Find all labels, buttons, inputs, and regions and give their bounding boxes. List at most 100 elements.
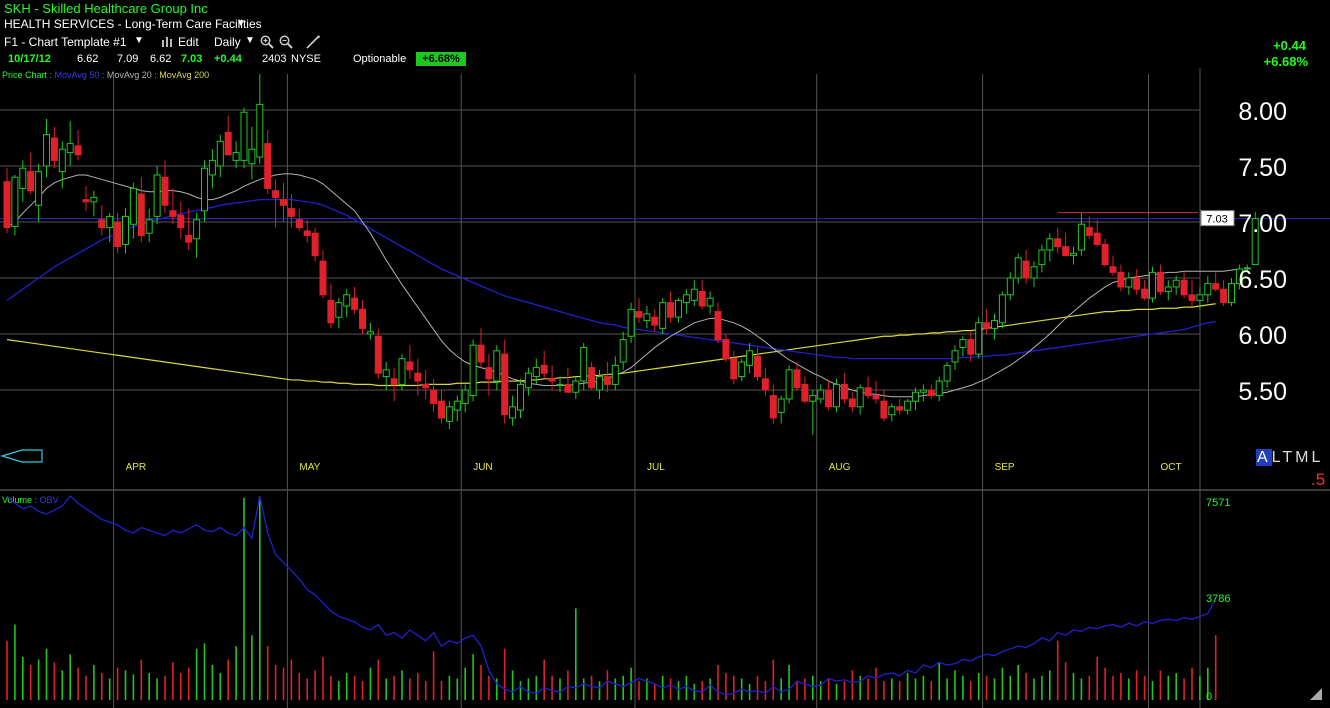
candle-down: [319, 260, 327, 296]
candle-up: [398, 358, 406, 385]
price-tick-label: 8.00: [1238, 98, 1287, 126]
candle-up: [1046, 238, 1054, 251]
increment-value[interactable]: .5: [1311, 470, 1326, 489]
price-tick-label: 6.00: [1238, 322, 1287, 350]
candle-down: [414, 372, 422, 382]
candle-up: [35, 171, 43, 206]
candle-down: [438, 400, 445, 419]
candle-down: [698, 290, 706, 307]
candle-up: [58, 148, 66, 173]
legend-volume[interactable]: Volume: [2, 495, 33, 505]
candle-up: [1243, 267, 1251, 270]
quote-high: 7.09: [117, 53, 139, 65]
candle-up: [193, 219, 201, 240]
month-label: MAY: [299, 462, 320, 473]
candle-up: [1077, 223, 1085, 251]
chart-grid: [0, 68, 1330, 708]
candle-down: [169, 210, 177, 217]
bars-icon[interactable]: [162, 35, 174, 50]
candle-down: [374, 335, 382, 374]
candle-up: [382, 369, 390, 378]
obv-line: [6, 495, 1217, 696]
candle-down: [588, 367, 596, 389]
quote-line: 10/17/12 6.62 7.09 6.62 7.03 +0.44 2403 …: [0, 52, 470, 68]
candle-down: [967, 339, 975, 355]
chevron-down-icon[interactable]: ▼: [245, 35, 255, 46]
candle-down: [1022, 260, 1030, 279]
candle-down: [564, 383, 572, 393]
panel-resize-icon[interactable]: [1310, 688, 1322, 700]
chart-title: SKH - Skilled Healthcare Group Inc: [4, 1, 208, 16]
candle-down: [280, 199, 287, 206]
candle-up: [611, 364, 619, 385]
candle-up: [627, 308, 635, 337]
candle-up: [1228, 283, 1235, 304]
candle-down: [82, 199, 90, 203]
month-label: JUN: [473, 462, 492, 473]
volume-tick-label: 3786: [1206, 593, 1230, 605]
candle-down: [896, 406, 904, 411]
toolbar: F1 - Chart Template #1 ▼ Edit Daily ▼: [0, 34, 340, 52]
candle-down: [406, 361, 414, 371]
timeframe-buttons[interactable]: ALTML: [1256, 449, 1323, 467]
period-select[interactable]: Daily: [214, 35, 241, 49]
candle-up: [1038, 249, 1046, 266]
edit-button[interactable]: Edit: [178, 35, 199, 49]
industry-label[interactable]: HEALTH SERVICES - Long-Term Care Facilit…: [4, 17, 262, 31]
candle-down: [714, 311, 722, 341]
legend: Price Chart : MovAvg 50 : MovAvg 20 : Mo…: [2, 70, 210, 80]
zoom-out-icon[interactable]: [279, 35, 293, 52]
candle-up: [445, 406, 453, 422]
legend-ma200[interactable]: MovAvg 200: [159, 70, 210, 80]
candle-up: [888, 406, 896, 416]
candle-up: [856, 387, 864, 408]
candle-down: [840, 383, 848, 400]
change-pct-badge: +6.68%: [416, 52, 466, 66]
candle-down: [1101, 243, 1109, 266]
candle-down: [390, 378, 398, 385]
candlesticks: [3, 74, 1259, 435]
candle-up: [1125, 277, 1133, 288]
candle-down: [1109, 266, 1117, 273]
timeframe-ltml[interactable]: LTML: [1271, 449, 1324, 466]
candle-down: [185, 234, 193, 243]
ma200-line: [6, 303, 1216, 387]
candle-down: [50, 137, 58, 161]
template-select[interactable]: F1 - Chart Template #1: [4, 35, 127, 49]
candle-up: [90, 196, 98, 203]
candle-down: [224, 131, 232, 156]
candle-up: [232, 152, 240, 161]
candle-down: [651, 316, 659, 326]
candle-up: [129, 187, 137, 225]
candle-up: [1070, 252, 1077, 257]
candle-up: [675, 299, 682, 318]
volume-legend: Volume : OBV: [2, 495, 59, 505]
legend-ma50[interactable]: MovAvg 50: [54, 70, 100, 80]
candle-down: [825, 389, 833, 408]
timeframe-a[interactable]: A: [1256, 449, 1272, 466]
candle-down: [540, 364, 548, 374]
candle-up: [11, 176, 19, 227]
dropdown-arrow-icon[interactable]: ▼: [236, 18, 246, 29]
legend-obv[interactable]: OBV: [39, 495, 59, 505]
candle-up: [1164, 286, 1172, 292]
candle-up: [66, 143, 74, 154]
candle-down: [872, 395, 880, 400]
draw-line-icon[interactable]: [306, 35, 320, 52]
price-tick-label: 7.00: [1238, 210, 1287, 238]
candle-down: [501, 353, 509, 416]
scroll-left-icon[interactable]: [0, 449, 43, 463]
candle-up: [556, 383, 564, 386]
legend-price-chart[interactable]: Price Chart: [2, 70, 48, 80]
candle-up: [943, 364, 951, 382]
change-pct-right: +6.68%: [1263, 54, 1308, 69]
quote-date: 10/17/12: [8, 53, 51, 65]
candle-up: [240, 111, 248, 161]
candle-up: [682, 294, 690, 304]
zoom-in-icon[interactable]: [260, 35, 274, 52]
chevron-down-icon[interactable]: ▼: [134, 35, 144, 46]
legend-ma20[interactable]: MovAvg 20: [106, 70, 152, 80]
volume-bars: [6, 496, 1217, 700]
candle-down: [177, 214, 185, 229]
